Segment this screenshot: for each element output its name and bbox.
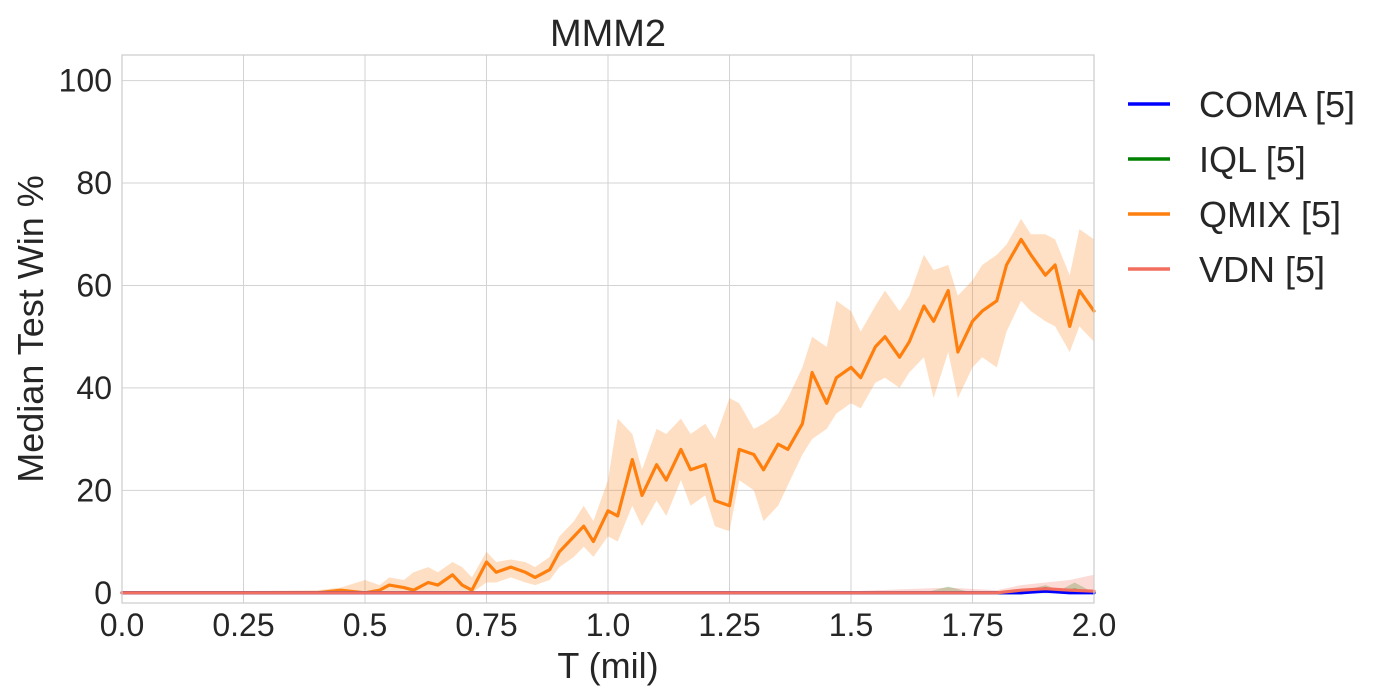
band-vdn-5 — [122, 574, 1094, 593]
x-tick-label: 1.0 — [586, 607, 630, 643]
line-vdn-5 — [120, 587, 1096, 595]
x-tick-label: 0.5 — [343, 607, 387, 643]
legend-label-vdn-5: VDN [5] — [1199, 249, 1325, 290]
y-tick-label: 80 — [76, 165, 112, 201]
confidence-bands — [122, 218, 1094, 593]
x-tick-label: 2.0 — [1072, 607, 1116, 643]
x-tick-label: 1.75 — [941, 607, 1003, 643]
x-tick-label: 0.25 — [212, 607, 274, 643]
series-lines — [120, 237, 1096, 595]
x-tick-label: 0.0 — [100, 607, 144, 643]
y-tick-labels: 0 20 40 60 80 100 — [59, 63, 112, 611]
y-tick-label: 60 — [76, 267, 112, 303]
y-tick-label: 20 — [76, 472, 112, 508]
y-axis-label: Median Test Win % — [10, 175, 51, 482]
x-tick-label: 1.5 — [829, 607, 873, 643]
x-axis-label: T (mil) — [557, 645, 658, 686]
chart-title: MMM2 — [550, 13, 666, 55]
legend: COMA [5] IQL [5] QMIX [5] VDN [5] — [1128, 84, 1355, 290]
legend-label-qmix-5: QMIX [5] — [1199, 194, 1341, 235]
x-tick-labels: 0.0 0.25 0.5 0.75 1.0 1.25 1.5 1.75 2.0 — [100, 607, 1116, 643]
x-tick-label: 1.25 — [698, 607, 760, 643]
y-tick-label: 0 — [94, 575, 112, 611]
x-tick-label: 0.75 — [455, 607, 517, 643]
plot-frame — [121, 54, 1095, 604]
legend-label-coma-5: COMA [5] — [1199, 84, 1355, 125]
line-qmix-5 — [120, 237, 1096, 595]
y-tick-label: 100 — [59, 63, 112, 99]
band-qmix-5 — [122, 218, 1094, 593]
legend-label-iql-5: IQL [5] — [1199, 139, 1306, 180]
y-tick-label: 40 — [76, 370, 112, 406]
